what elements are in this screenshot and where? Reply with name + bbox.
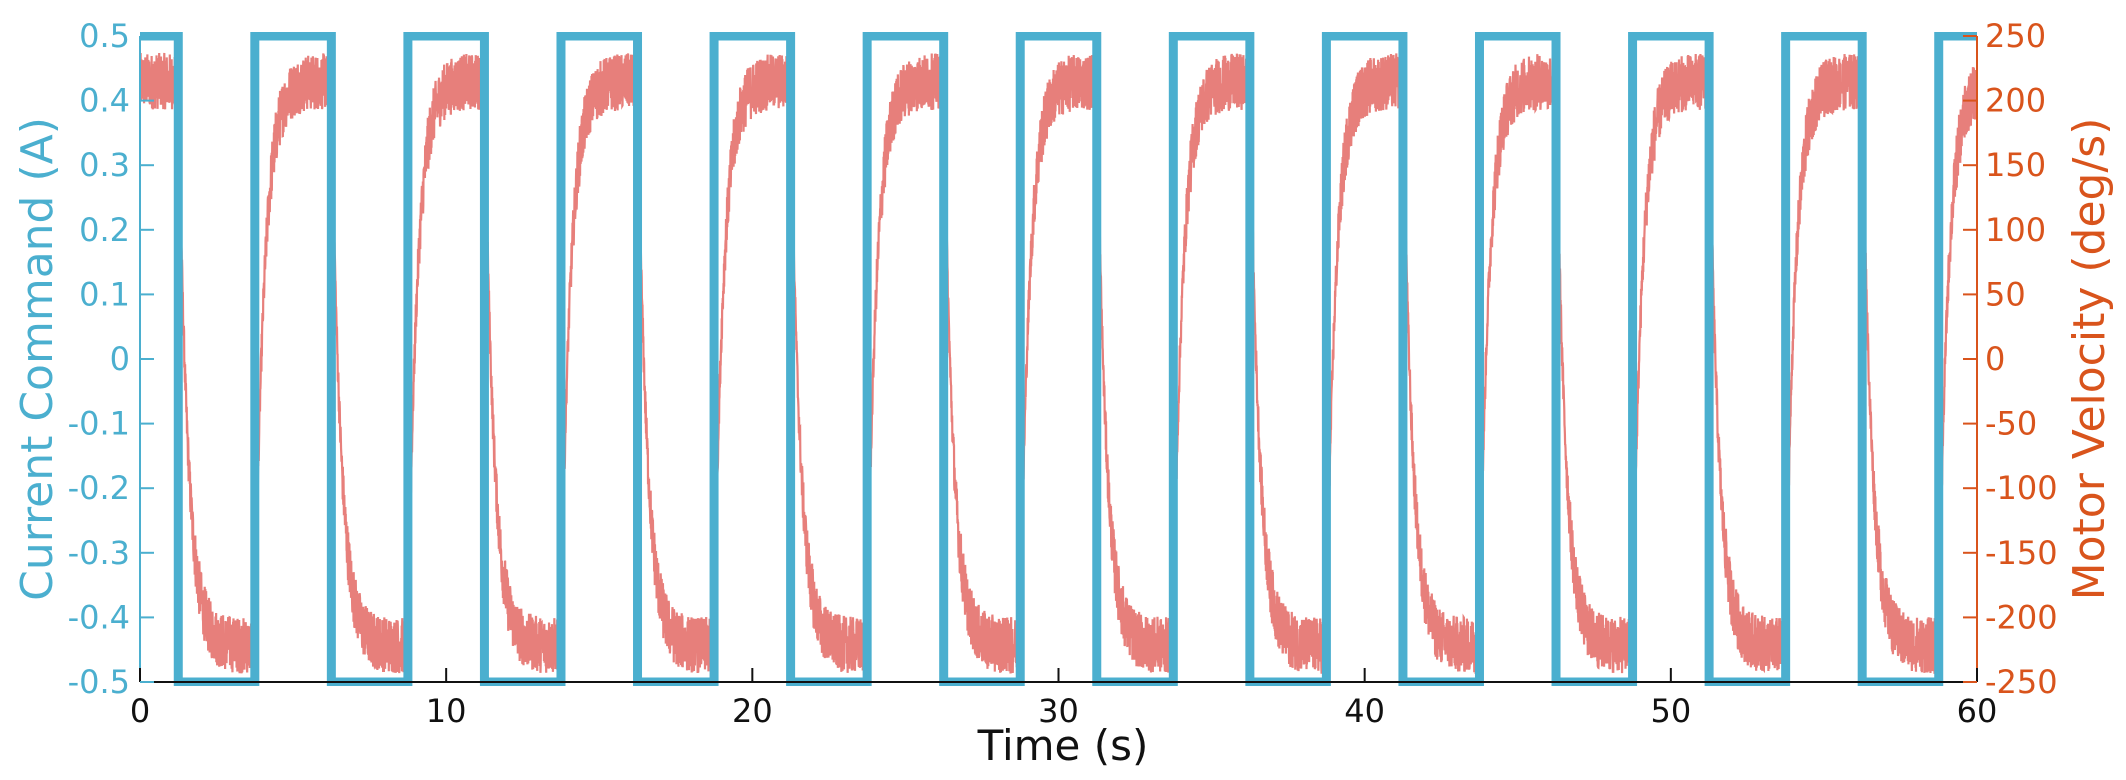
left-axis-label: Current Command (A): [12, 117, 63, 601]
left-tick-label: 0.3: [79, 146, 130, 184]
right-tick-label: 100: [1985, 211, 2046, 249]
left-tick-label: 0.4: [79, 82, 130, 120]
x-tick-label: 40: [1344, 692, 1385, 730]
left-tick-label: 0: [110, 340, 130, 378]
velocity-series-line: [140, 52, 1977, 675]
left-tick-label: 0.5: [79, 17, 130, 55]
x-tick-label: 10: [426, 692, 467, 730]
plot-area: [140, 32, 1977, 686]
right-tick-label: -100: [1985, 469, 2058, 507]
right-axis-label: Motor Velocity (deg/s): [2064, 118, 2115, 601]
left-tick-label: -0.4: [68, 598, 130, 636]
left-tick-label: 0.2: [79, 211, 130, 249]
right-tick-label: -50: [1985, 405, 2037, 443]
right-tick-label: 250: [1985, 17, 2046, 55]
x-tick-label: 60: [1957, 692, 1998, 730]
ticks: 0 10 20 30 40 50 60 -0.5 -0.4 -0.3 -0.2 -0.1 0 0.1 0.2…: [68, 17, 2058, 730]
x-tick-label: 20: [732, 692, 773, 730]
x-tick-label: 0: [130, 692, 150, 730]
x-tick-label: 30: [1038, 692, 1079, 730]
left-tick-label: -0.3: [68, 534, 130, 572]
x-axis-label: Time (s): [977, 721, 1149, 770]
right-tick-label: -250: [1985, 663, 2058, 701]
left-tick-label: -0.5: [68, 663, 130, 701]
left-tick-label: 0.1: [79, 275, 130, 313]
left-tick-label: -0.1: [68, 405, 130, 443]
x-tick-label: 50: [1650, 692, 1691, 730]
right-tick-label: -200: [1985, 598, 2058, 636]
right-tick-label: -150: [1985, 534, 2058, 572]
left-tick-label: -0.2: [68, 469, 130, 507]
right-tick-label: 150: [1985, 146, 2046, 184]
right-tick-label: 0: [1985, 340, 2005, 378]
current-command-series-line: [140, 32, 1977, 686]
right-tick-label: 200: [1985, 82, 2046, 120]
right-tick-label: 50: [1985, 275, 2026, 313]
